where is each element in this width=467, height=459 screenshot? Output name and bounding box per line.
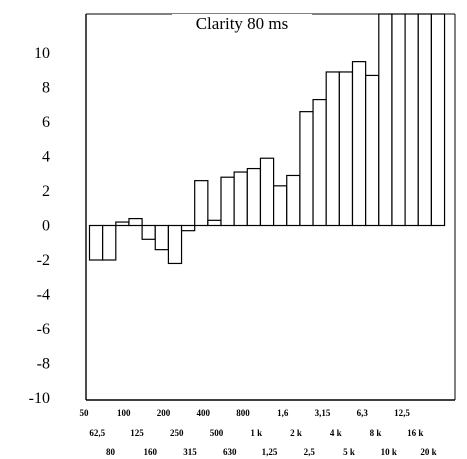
y-tick-label: 6 <box>42 114 50 131</box>
bar-500 <box>220 176 235 227</box>
y-tick-label: 4 <box>42 149 50 166</box>
title-backdrop <box>172 14 312 36</box>
chart-title: Clarity 80 ms <box>196 14 289 33</box>
x-tick-label: 1,25 <box>262 447 278 457</box>
y-tick-label: 10 <box>34 45 50 62</box>
bar-4-k <box>338 71 354 227</box>
bar-100 <box>128 218 143 227</box>
bar-1-6 <box>286 174 301 227</box>
x-tick-label: 630 <box>223 447 237 457</box>
bar-315 <box>194 180 209 227</box>
y-tick-label: -4 <box>37 287 50 304</box>
bar-800 <box>246 167 262 227</box>
x-tick-label: 500 <box>210 428 224 438</box>
x-tick-label: 8 k <box>370 428 382 438</box>
x-tick-label: 200 <box>157 408 171 418</box>
bar-8-k <box>378 13 393 227</box>
bar-2-k <box>299 111 314 227</box>
bar-1-25 <box>273 185 288 227</box>
bar-6-3 <box>365 74 380 227</box>
x-tick-label: 80 <box>106 447 116 457</box>
x-tick-label: 16 k <box>407 428 423 438</box>
x-tick-label: 5 k <box>343 447 355 457</box>
x-tick-label: 12,5 <box>394 408 410 418</box>
y-tick-label: -6 <box>37 321 50 338</box>
bars <box>88 13 446 265</box>
y-tick-label: -8 <box>37 356 50 373</box>
x-tick-label: 6,3 <box>357 408 369 418</box>
x-tick-label: 800 <box>236 408 250 418</box>
y-tick-label: -10 <box>29 390 50 407</box>
x-tick-label: 50 <box>80 408 90 418</box>
bar-630 <box>233 171 248 227</box>
x-tick-label: 20 k <box>420 447 436 457</box>
bar-200 <box>167 224 183 265</box>
y-tick-label: 8 <box>42 80 50 97</box>
y-tick-label: 2 <box>42 183 50 200</box>
x-tick-label: 100 <box>117 408 131 418</box>
bar-62-5 <box>102 224 117 261</box>
bar-400 <box>207 219 222 227</box>
x-tick-label: 250 <box>170 428 184 438</box>
x-tick-label: 315 <box>183 447 197 457</box>
bar-50 <box>88 224 104 261</box>
bar-12-5 <box>404 13 419 227</box>
bar-20-k <box>430 13 446 227</box>
x-tick-label: 2,5 <box>304 447 316 457</box>
x-tick-label: 400 <box>197 408 211 418</box>
bar-10-k <box>391 13 406 227</box>
x-tick-label: 10 k <box>381 447 397 457</box>
x-tick-label: 2 k <box>290 428 302 438</box>
bar-5-k <box>351 61 367 227</box>
bar-80 <box>115 221 130 227</box>
y-tick-label: 0 <box>42 218 50 235</box>
x-tick-label: 62,5 <box>89 428 105 438</box>
x-tick-label: 1 k <box>250 428 262 438</box>
x-tick-label: 125 <box>130 428 144 438</box>
bar-250 <box>180 224 196 232</box>
x-tick-label: 160 <box>144 447 158 457</box>
y-tick-labels: 10 8 6 4 2 0 -2 -4 -6 -8 -10 <box>29 45 50 407</box>
y-tick-label: -2 <box>37 252 50 269</box>
bar-16-k <box>417 13 432 227</box>
bar-1-k <box>259 157 275 227</box>
bar-3-15 <box>325 71 340 227</box>
bar-2-5 <box>312 98 327 227</box>
x-tick-label: 1,6 <box>277 408 289 418</box>
bar-125 <box>141 224 156 240</box>
x-tick-label: 3,15 <box>315 408 331 418</box>
bar-160 <box>154 224 169 251</box>
x-tick-label: 4 k <box>330 428 342 438</box>
